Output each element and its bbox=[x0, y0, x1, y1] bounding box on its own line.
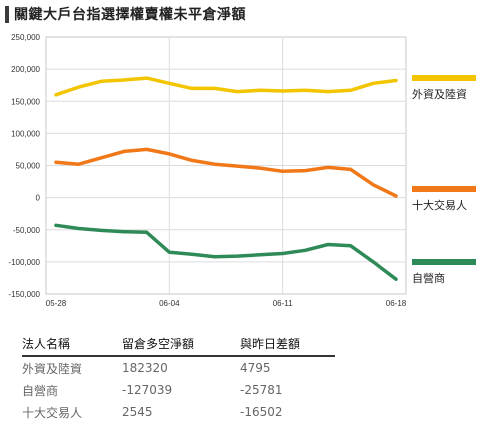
x-tick-label: 06-04 bbox=[159, 299, 180, 308]
header-institution: 法人名稱 bbox=[22, 334, 122, 357]
legend-label: 自營商 bbox=[412, 271, 445, 285]
row-institution: 外資及陸資 bbox=[22, 361, 83, 376]
legend-label: 十大交易人 bbox=[412, 198, 467, 212]
y-tick-label: -100,000 bbox=[8, 258, 40, 267]
y-tick-label: -150,000 bbox=[8, 290, 40, 299]
y-tick-label: 200,000 bbox=[11, 65, 40, 74]
y-tick-label: 150,000 bbox=[11, 97, 40, 106]
header-daily-change: 與昨日差額 bbox=[240, 334, 335, 357]
row-institution: 十大交易人 bbox=[22, 405, 83, 420]
page-title: 關鍵大戶台指選擇權賣權未平倉淨額 bbox=[14, 7, 246, 23]
header-net-position: 留倉多空淨額 bbox=[122, 334, 240, 357]
x-tick-label: 06-18 bbox=[386, 299, 407, 308]
y-tick-label: 0 bbox=[36, 194, 41, 203]
x-tick-label: 06-11 bbox=[273, 299, 293, 308]
row-daily-change: -25781 bbox=[240, 383, 283, 397]
legend-swatch bbox=[412, 186, 476, 192]
line-chart: 250,000 200,000 150,000 100,000 50,000 0 -50,0… bbox=[8, 33, 476, 308]
x-tick-label: 05-28 bbox=[46, 299, 67, 308]
legend-label: 外資及陸資 bbox=[412, 88, 467, 101]
legend-swatch bbox=[412, 75, 476, 81]
table-row: 外資及陸資 182320 4795 bbox=[22, 356, 335, 379]
row-net-position: 182320 bbox=[122, 361, 168, 375]
legend-swatch bbox=[412, 259, 476, 265]
table-row: 十大交易人 2545 -16502 bbox=[22, 401, 335, 423]
positions-table: 法人名稱 留倉多空淨額 與昨日差額 外資及陸資 182320 4795 自營商 … bbox=[22, 334, 335, 423]
series-line-2 bbox=[54, 223, 398, 281]
series-line-1 bbox=[54, 147, 398, 198]
y-tick-label: -50,000 bbox=[13, 226, 41, 235]
row-net-position: -127039 bbox=[122, 383, 173, 397]
title-accent-bar bbox=[5, 5, 9, 23]
row-institution: 自營商 bbox=[22, 383, 59, 398]
chart-title: 關鍵大戶台指選擇權賣權未平倉淨額 bbox=[5, 4, 246, 24]
row-net-position: 2545 bbox=[122, 405, 153, 419]
y-tick-label: 50,000 bbox=[16, 162, 41, 171]
table-row: 自營商 -127039 -25781 bbox=[22, 379, 335, 401]
row-daily-change: -16502 bbox=[240, 405, 283, 419]
table-header-row: 法人名稱 留倉多空淨額 與昨日差額 bbox=[22, 334, 335, 357]
series-line-0 bbox=[54, 76, 398, 97]
row-daily-change: 4795 bbox=[240, 361, 271, 375]
y-tick-label: 250,000 bbox=[11, 33, 40, 42]
y-tick-label: 100,000 bbox=[11, 129, 40, 138]
